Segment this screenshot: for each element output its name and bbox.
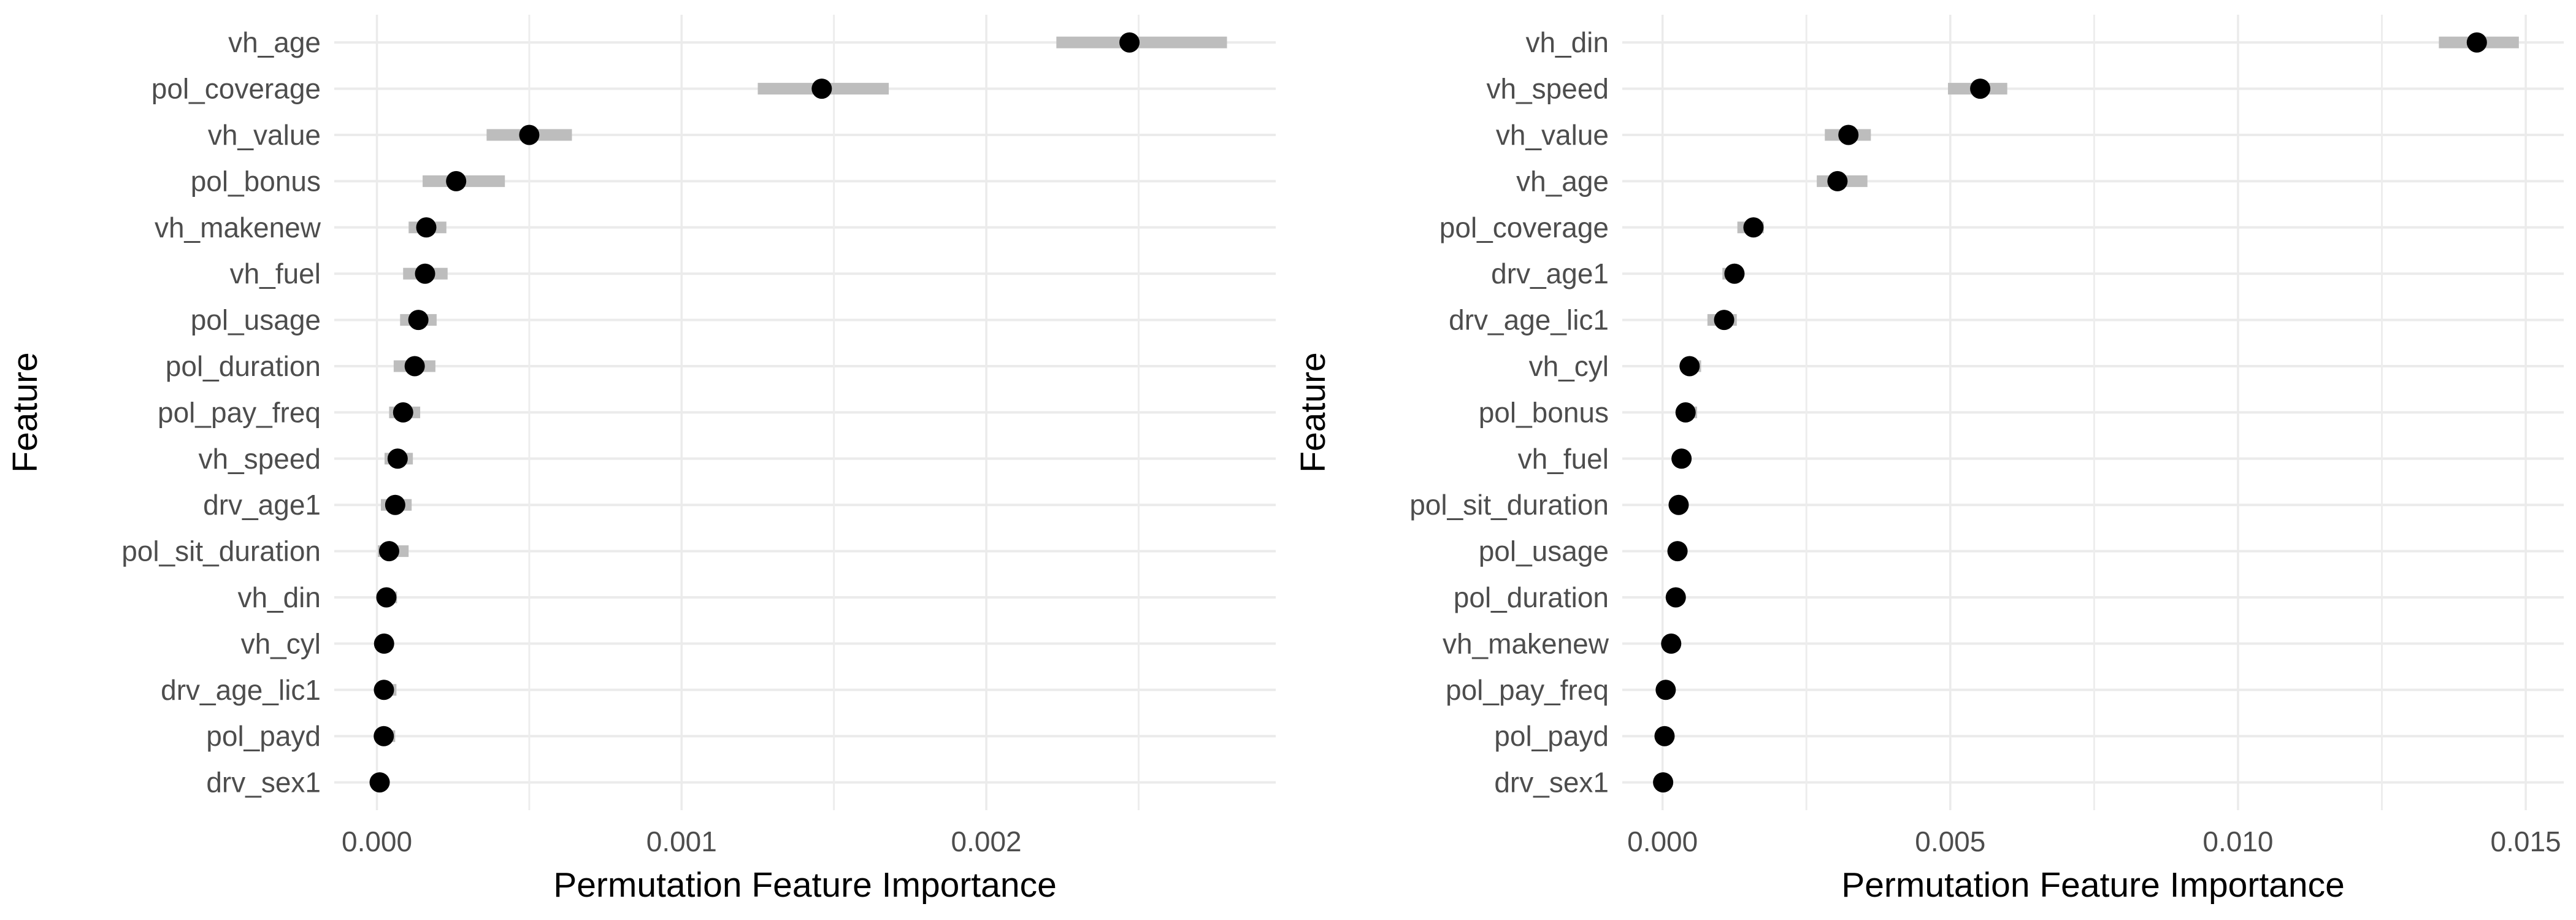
y-tick-label-vh_age: vh_age [1516, 165, 1609, 197]
data-point-pol_payd [1654, 726, 1675, 746]
data-point-pol_coverage [811, 79, 832, 99]
y-tick-label-pol_payd: pol_payd [1494, 720, 1609, 752]
horizontal-gridlines [1622, 41, 2564, 784]
y-tick-label-vh_din: vh_din [237, 581, 321, 613]
data-point-drv_sex1 [1653, 772, 1674, 793]
data-point-vh_cyl [1679, 356, 1700, 377]
y-axis-title: Feature [6, 352, 45, 472]
y-tick-label-vh_age: vh_age [228, 26, 321, 58]
x-axis-title: Permutation Feature Importance [553, 865, 1057, 905]
error-bar-vh_age [1056, 36, 1227, 48]
data-point-vh_makenew [416, 217, 437, 238]
data-point-pol_pay_freq [393, 402, 413, 423]
data-point-vh_cyl [374, 633, 394, 654]
y-tick-label-pol_usage: pol_usage [191, 304, 321, 336]
data-point-vh_speed [1970, 79, 1991, 99]
vertical-minor-gridlines [1805, 15, 2383, 810]
y-tick-label-drv_age_lic1: drv_age_lic1 [161, 674, 321, 706]
data-point-vh_value [1838, 125, 1859, 145]
permutation-importance-chart-left: vh_age pol_coverage vh_value pol_bonus vh_ma… [0, 0, 1288, 920]
y-tick-label-vh_value: vh_value [208, 119, 321, 151]
x-axis-title: Permutation Feature Importance [1841, 865, 2345, 905]
y-tick-label-pol_coverage: pol_coverage [1439, 212, 1609, 243]
data-point-pol_payd [374, 726, 394, 746]
x-tick-label-0.015: 0.015 [2491, 826, 2561, 857]
x-tick-label-0.002: 0.002 [951, 826, 1022, 857]
y-tick-label-vh_cyl: vh_cyl [241, 627, 321, 659]
data-points [1653, 32, 2487, 793]
vertical-major-gridlines [375, 15, 987, 810]
y-tick-label-drv_sex1: drv_sex1 [1494, 767, 1609, 799]
y-tick-label-vh_makenew: vh_makenew [155, 212, 321, 243]
data-point-pol_sit_duration [1668, 494, 1689, 515]
data-point-vh_value [519, 125, 540, 145]
x-tick-label-0.000: 0.000 [1627, 826, 1698, 857]
data-point-vh_makenew [1661, 633, 1682, 654]
y-tick-label-drv_age_lic1: drv_age_lic1 [1449, 304, 1609, 336]
data-point-pol_coverage [1743, 217, 1764, 238]
y-axis-labels: vh_age pol_coverage vh_value pol_bonus vh_ma… [121, 26, 321, 798]
chart-svg: vh_din vh_speed vh_value vh_age pol_coverage… [1288, 0, 2576, 920]
y-tick-label-pol_sit_duration: pol_sit_duration [1409, 489, 1609, 521]
y-tick-label-vh_makenew: vh_makenew [1443, 627, 1609, 659]
y-tick-label-drv_sex1: drv_sex1 [206, 767, 321, 799]
data-point-drv_sex1 [369, 772, 390, 793]
data-point-drv_age1 [1724, 263, 1745, 284]
chart-background [1288, 0, 2576, 920]
data-point-pol_duration [1665, 587, 1686, 608]
data-point-vh_speed [387, 448, 408, 469]
y-tick-label-vh_din: vh_din [1525, 26, 1609, 58]
y-axis-labels: vh_din vh_speed vh_value vh_age pol_coverage… [1409, 26, 1609, 798]
data-point-pol_usage [1667, 541, 1688, 562]
data-point-pol_sit_duration [378, 541, 399, 562]
x-tick-label-0.005: 0.005 [1915, 826, 1985, 857]
y-tick-label-pol_coverage: pol_coverage [151, 73, 321, 105]
data-point-vh_din [376, 587, 397, 608]
y-tick-label-vh_fuel: vh_fuel [1518, 443, 1609, 475]
chart-background [0, 0, 1288, 920]
vertical-minor-gridlines [528, 15, 1140, 810]
vertical-major-gridlines [1661, 15, 2527, 810]
data-points [369, 32, 1140, 793]
y-tick-label-drv_age1: drv_age1 [1491, 258, 1609, 289]
y-tick-label-pol_pay_freq: pol_pay_freq [1446, 674, 1609, 706]
data-point-vh_age [1119, 32, 1140, 53]
y-tick-label-vh_value: vh_value [1496, 119, 1609, 151]
permutation-importance-chart-right: vh_din vh_speed vh_value vh_age pol_coverage… [1288, 0, 2576, 920]
data-point-pol_pay_freq [1655, 680, 1676, 700]
x-tick-label-0.010: 0.010 [2202, 826, 2273, 857]
chart-svg: vh_age pol_coverage vh_value pol_bonus vh_ma… [0, 0, 1288, 920]
y-tick-label-pol_pay_freq: pol_pay_freq [158, 396, 321, 428]
y-tick-label-vh_fuel: vh_fuel [230, 258, 321, 289]
y-tick-label-pol_payd: pol_payd [206, 720, 321, 752]
data-point-vh_fuel [415, 263, 435, 284]
data-point-vh_din [2466, 32, 2487, 53]
y-axis-title: Feature [1294, 352, 1333, 472]
x-axis-labels: 0.000 0.001 0.002 [342, 826, 1022, 857]
data-point-pol_duration [404, 356, 425, 377]
data-point-pol_usage [408, 310, 429, 331]
y-tick-label-pol_bonus: pol_bonus [191, 165, 321, 197]
data-point-drv_age_lic1 [374, 680, 394, 700]
y-tick-label-vh_cyl: vh_cyl [1529, 350, 1609, 382]
data-point-drv_age1 [385, 494, 405, 515]
y-tick-label-pol_duration: pol_duration [166, 350, 321, 382]
y-tick-label-pol_usage: pol_usage [1479, 535, 1609, 567]
x-tick-label-0.000: 0.000 [342, 826, 412, 857]
y-tick-label-drv_age1: drv_age1 [203, 489, 321, 521]
data-point-vh_fuel [1671, 448, 1692, 469]
y-tick-label-vh_speed: vh_speed [1487, 73, 1609, 105]
data-point-pol_bonus [446, 171, 467, 191]
data-point-pol_bonus [1675, 402, 1696, 423]
y-tick-label-pol_sit_duration: pol_sit_duration [121, 535, 321, 567]
x-tick-label-0.001: 0.001 [646, 826, 717, 857]
y-tick-label-vh_speed: vh_speed [199, 443, 321, 475]
x-axis-labels: 0.000 0.005 0.010 0.015 [1627, 826, 2561, 857]
y-tick-label-pol_duration: pol_duration [1454, 581, 1609, 613]
y-tick-label-pol_bonus: pol_bonus [1479, 396, 1609, 428]
data-point-vh_age [1827, 171, 1848, 191]
data-point-drv_age_lic1 [1714, 310, 1735, 331]
